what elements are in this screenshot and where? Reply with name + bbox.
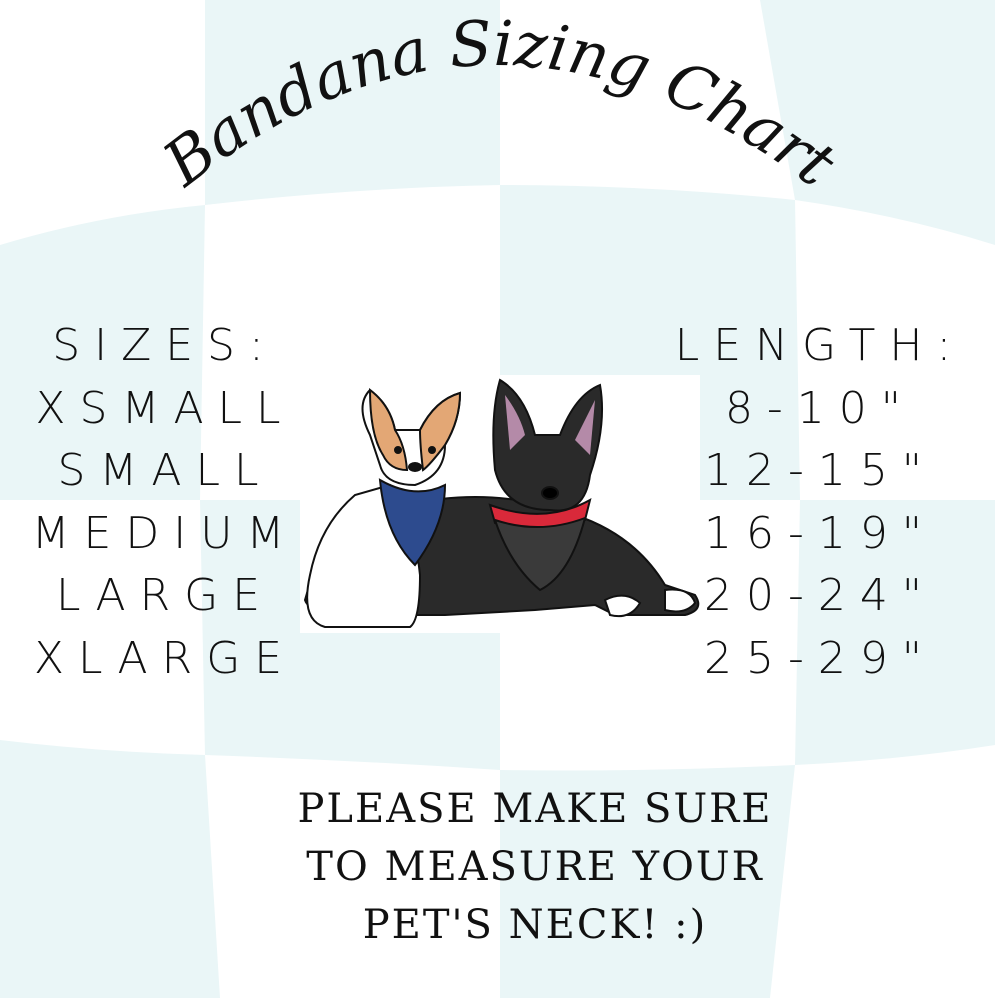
sizes-header: SIZES: [52, 320, 278, 371]
lengths-column: LENGTH: 8-10" 12-15" 16-19" 20-24" 25-29… [660, 315, 980, 690]
page-title: Bandana Sizing Chart [149, 7, 849, 201]
measure-note: PLEASE MAKE SURE TO MEASURE YOUR PET'S N… [235, 780, 835, 954]
lengths-header: LENGTH: [674, 320, 966, 371]
white-dog [306, 387, 462, 628]
length-item: 12-15" [703, 445, 937, 496]
size-item: XLARGE [33, 632, 297, 684]
size-item: LARGE [55, 570, 275, 621]
svg-text:Bandana Sizing Chart: Bandana Sizing Chart [149, 7, 849, 201]
length-item: 16-19" [703, 507, 937, 559]
note-line: PLEASE MAKE SURE [297, 786, 773, 832]
length-item: 25-29" [703, 632, 937, 684]
title-arc: Bandana Sizing Chart [149, 7, 849, 201]
note-line: TO MEASURE YOUR [306, 844, 764, 890]
length-item: 20-24" [703, 570, 937, 621]
size-item: SMALL [57, 445, 273, 496]
sizes-column: SIZES: XSMALL SMALL MEDIUM LARGE XLARGE [15, 315, 315, 690]
note-line: PET'S NECK! :) [362, 902, 708, 948]
size-item: MEDIUM [31, 507, 299, 559]
length-item: 8-10" [724, 382, 916, 434]
size-item: XSMALL [35, 382, 295, 434]
dogs-illustration [300, 375, 700, 633]
